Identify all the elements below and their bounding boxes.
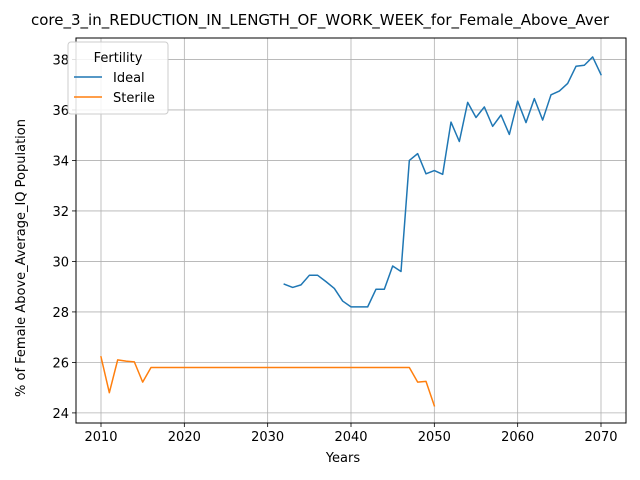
y-tick-label: 36 — [52, 104, 69, 119]
chart-title: core_3_in_REDUCTION_IN_LENGTH_OF_WORK_WE… — [31, 11, 610, 30]
y-tick-label: 30 — [52, 255, 69, 270]
series-layer — [100, 56, 602, 407]
legend-label-sterile: Sterile — [113, 91, 155, 106]
ticks: 2010 2020 2030 2040 2050 2060 2070 24 26 28 30 32 34… — [52, 53, 617, 445]
series-line-sterile — [100, 355, 436, 407]
x-tick-label: 2060 — [501, 430, 534, 445]
x-axis-label: Years — [325, 451, 361, 466]
legend-title: Fertility — [94, 51, 143, 66]
x-tick-label: 2040 — [334, 430, 367, 445]
y-tick-label: 26 — [52, 356, 69, 371]
y-tick-label: 38 — [52, 53, 69, 68]
x-tick-label: 2070 — [584, 430, 617, 445]
legend-label-ideal: Ideal — [113, 71, 145, 86]
x-tick-label: 2020 — [168, 430, 201, 445]
x-tick-label: 2050 — [418, 430, 451, 445]
series-line-ideal — [283, 56, 602, 308]
x-tick-label: 2010 — [84, 430, 117, 445]
y-tick-label: 28 — [52, 306, 69, 321]
x-tick-label: 2030 — [251, 430, 284, 445]
y-tick-label: 34 — [52, 154, 69, 169]
y-axis-label: % of Female Above_Average_IQ Population — [14, 119, 29, 397]
y-tick-label: 24 — [52, 407, 69, 422]
y-tick-label: 32 — [52, 205, 69, 220]
legend: Fertility Ideal Sterile — [67, 41, 169, 115]
legend-box — [67, 41, 169, 115]
